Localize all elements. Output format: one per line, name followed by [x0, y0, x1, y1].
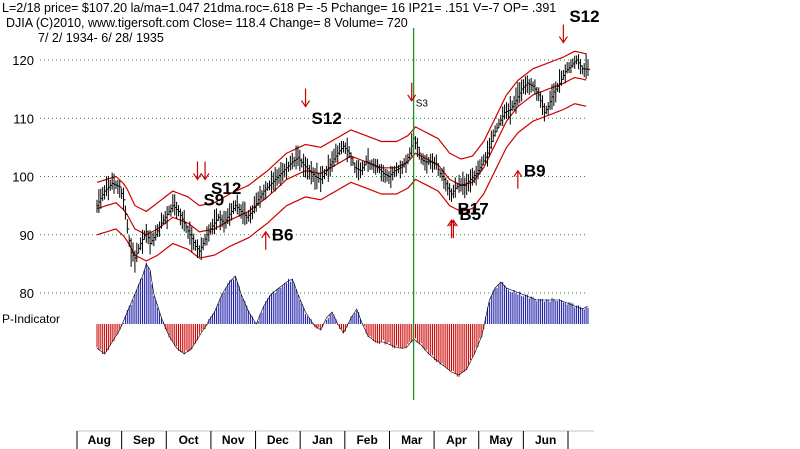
- y-tick-label-80: 80: [20, 286, 34, 301]
- indicator-outline: [96, 263, 589, 376]
- price-bar: [136, 242, 139, 263]
- header-line-2: DJIA (C)2010, www.tigersoft.com Close= 1…: [6, 16, 408, 30]
- lower-band-line: [96, 103, 587, 262]
- signal-b17: B17: [447, 199, 489, 239]
- buy-arrow-head: [447, 219, 457, 227]
- buy-arrow-head: [513, 169, 523, 178]
- signal-s12: S12: [558, 7, 600, 44]
- signal-b5: B5: [448, 205, 481, 239]
- sell-arrow-head: [200, 173, 210, 181]
- signal-s3: S3: [407, 82, 429, 110]
- signal-label: S12: [569, 7, 599, 26]
- month-label-apr: Apr: [446, 433, 467, 447]
- signal-label: S12: [211, 179, 241, 198]
- signal-label: B17: [458, 199, 489, 218]
- price-bar: [418, 146, 422, 160]
- grid-lines: [40, 59, 588, 294]
- price-bar: [587, 59, 590, 77]
- date-range: 7/ 2/ 1934- 6/ 28/ 1935: [38, 31, 164, 45]
- header-line-1: L=2/18 price= $107.20 la/ma=1.047 21dma.…: [2, 1, 556, 15]
- upper-band-line: [96, 50, 587, 213]
- month-label-mar: Mar: [401, 433, 423, 447]
- month-label-aug: Aug: [88, 433, 111, 447]
- price-bar: [352, 157, 355, 166]
- signal-label: B9: [524, 162, 546, 181]
- x-axis: Aug Sep Oct Nov Dec Jan Feb Mar Apr May Jun: [76, 430, 594, 449]
- month-label-may: May: [489, 433, 513, 447]
- y-tick-label-100: 100: [12, 170, 34, 185]
- signal-label: B6: [272, 226, 294, 245]
- price-bar: [141, 229, 145, 254]
- signal-s9: S9: [192, 161, 224, 210]
- signal-s12: S12: [200, 161, 241, 198]
- signal-label: S12: [312, 109, 342, 128]
- price-bar: [123, 187, 126, 211]
- middle-band-line: [96, 76, 587, 236]
- indicator-label: P-Indicator: [2, 312, 60, 326]
- price-bar: [437, 162, 441, 176]
- month-label-jun: Jun: [535, 433, 556, 447]
- y-tick-label-90: 90: [20, 228, 34, 243]
- sell-arrow-head: [558, 36, 568, 44]
- price-bars: [96, 53, 590, 273]
- sell-arrow-head: [407, 94, 417, 102]
- p-indicator: [96, 262, 589, 377]
- signal-b6: B6: [261, 226, 294, 250]
- price-bar: [183, 209, 187, 232]
- sell-arrow-head: [192, 173, 202, 181]
- month-label-sep: Sep: [133, 433, 155, 447]
- sell-arrow-head: [301, 100, 311, 108]
- month-label-dec: Dec: [267, 433, 289, 447]
- month-label-oct: Oct: [179, 433, 199, 447]
- signal-label: S9: [203, 191, 224, 210]
- signal-label: S3: [416, 99, 429, 110]
- signal-s12: S12: [301, 88, 342, 128]
- signal-b9: B9: [513, 162, 546, 189]
- price-bar: [126, 219, 130, 234]
- month-label-feb: Feb: [356, 433, 377, 447]
- price-bar: [124, 205, 128, 220]
- y-tick-label-110: 110: [13, 111, 34, 126]
- y-tick-label-120: 120: [12, 53, 34, 68]
- month-label-jan: Jan: [312, 433, 333, 447]
- price-bar: [119, 180, 122, 198]
- buy-arrow-head: [448, 219, 458, 227]
- month-label-nov: Nov: [222, 433, 245, 447]
- buy-arrow-head: [261, 230, 271, 239]
- y-axis: 80 90 100 110 120: [12, 53, 34, 301]
- bollinger-bands: [96, 50, 587, 262]
- price-bar: [481, 156, 484, 172]
- signal-label: B5: [459, 205, 481, 224]
